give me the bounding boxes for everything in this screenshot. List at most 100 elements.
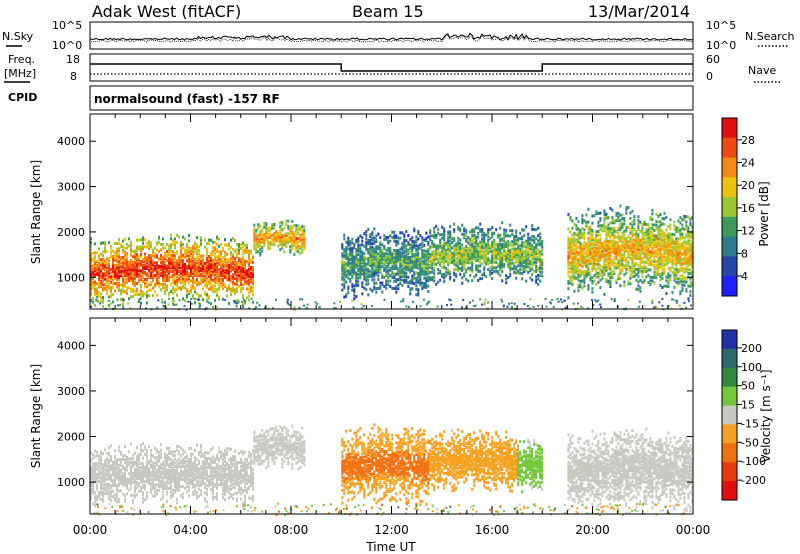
echo-cell [511,262,513,265]
echo-cell [303,236,305,239]
echo-cell [146,282,148,285]
echo-cell [397,278,399,281]
echo-cell [615,219,617,222]
echo-cell [206,277,208,280]
echo-cell [174,241,176,244]
echo-cell [355,239,357,242]
echo-cell [645,223,647,226]
echo-cell [665,216,667,219]
echo-cell [349,278,351,281]
echo-cell [683,237,685,240]
echo-cell [293,231,295,234]
echo-cell [581,280,583,283]
echo-cell [240,258,242,261]
echo-cell [621,214,623,217]
echo-cell [104,272,106,275]
echo-cell [449,239,451,242]
echo-cell [459,273,461,276]
echo-cell [687,255,689,258]
echo-cell [140,253,142,256]
echo-cell [411,244,413,247]
echo-cell [411,275,413,278]
echo-cell [377,274,379,277]
echo-cell [629,253,631,256]
echo-cell [639,221,641,224]
noise-left-label: N.Sky [2,30,34,43]
echo-cell [479,264,481,267]
echo-cell [425,232,427,235]
echo-cell [222,260,224,263]
echo-cell [539,242,541,245]
echo-cell [523,229,525,232]
echo-cell [192,276,194,279]
echo-cell [265,222,267,225]
echo-cell [160,243,162,246]
echo-cell [609,265,611,268]
echo-cell [517,270,519,273]
echo-cell [156,278,158,281]
echo-cell [685,233,687,236]
scatter-cell [484,303,486,305]
echo-cell [481,277,483,280]
echo-cell [617,226,619,229]
echo-cell [118,275,120,278]
echo-cell [475,265,477,268]
echo-cell [619,223,621,226]
echo-cell [118,242,120,245]
echo-cell [299,252,301,255]
echo-cell [228,258,230,261]
echo-cell [667,267,669,270]
echo-cell [531,268,533,271]
echo-cell [577,284,579,287]
echo-cell [180,266,182,269]
echo-cell [609,227,611,230]
echo-cell [593,258,595,261]
echo-cell [631,210,633,213]
echo-cell [649,259,651,262]
echo-cell [102,242,104,245]
echo-cell [355,248,357,251]
echo-cell [461,224,463,227]
echo-cell [433,267,435,270]
echo-cell [599,279,601,282]
echo-cell [505,234,507,237]
echo-cell [277,232,279,235]
echo-cell [210,302,212,305]
echo-cell [567,271,569,274]
echo-cell [517,237,519,240]
echo-cell [653,271,655,274]
echo-cell [597,234,599,237]
echo-cell [176,276,178,279]
echo-cell [673,271,675,274]
echo-cell [250,266,252,269]
echo-cell [204,238,206,241]
echo-cell [176,250,178,253]
echo-cell [459,242,461,245]
echo-cell [391,236,393,239]
echo-cell [491,241,493,244]
echo-cell [413,277,415,280]
echo-cell [687,216,689,219]
scatter-cell [529,298,531,300]
echo-cell [383,245,385,248]
echo-cell [591,280,593,283]
echo-cell [523,250,525,253]
echo-cell [271,238,273,241]
echo-cell [447,245,449,248]
echo-cell [353,243,355,246]
echo-cell [677,268,679,271]
echo-cell [142,236,144,239]
echo-cell [657,253,659,256]
echo-cell [537,227,539,230]
echo-cell [236,286,238,289]
echo-cell [503,258,505,261]
echo-cell [655,271,657,274]
echo-cell [421,285,423,288]
echo-cell [154,247,156,250]
echo-cell [172,250,174,253]
echo-cell [451,252,453,255]
echo-cell [252,293,254,296]
echo-cell [429,229,431,232]
echo-cell [619,205,621,208]
echo-cell [621,257,623,260]
